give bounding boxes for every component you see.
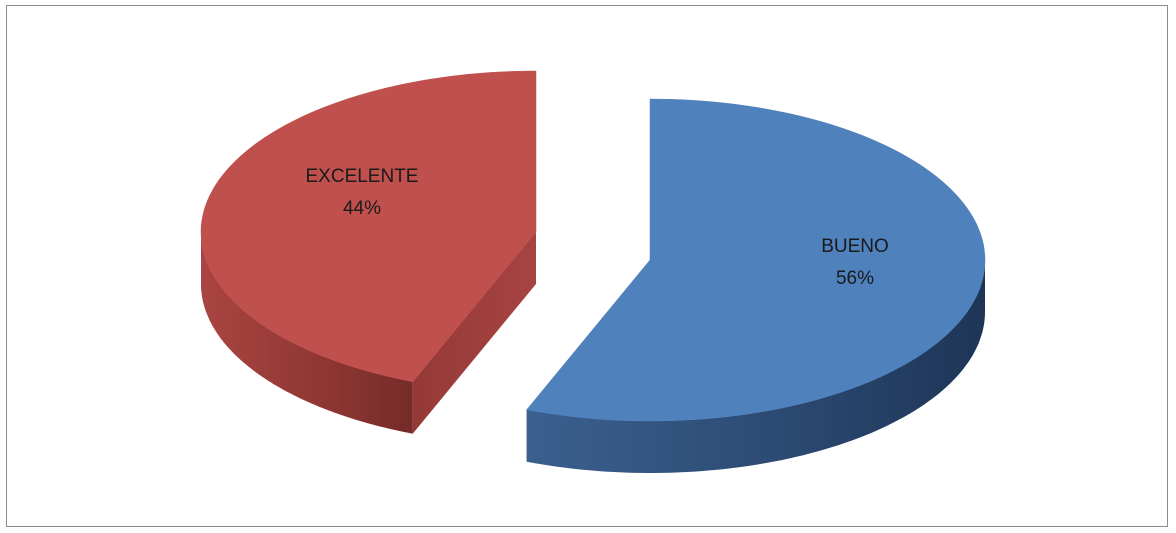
slice-category-label: EXCELENTE	[306, 166, 419, 187]
pie-slice-cut-face	[412, 232, 536, 434]
pie-slice-excelente	[200, 70, 537, 434]
pie-slice-top	[526, 98, 986, 422]
data-label-bueno: BUENO 56%	[821, 236, 889, 289]
pie-slice-side	[201, 232, 413, 434]
slice-value-label: 56%	[836, 268, 874, 289]
pie-slice-top	[200, 70, 537, 382]
slice-category-label: BUENO	[821, 236, 889, 257]
slice-value-label: 44%	[343, 198, 381, 219]
pie-slice-bueno	[526, 98, 986, 473]
data-label-excelente: EXCELENTE 44%	[306, 166, 419, 219]
pie-slice-side	[526, 260, 985, 473]
